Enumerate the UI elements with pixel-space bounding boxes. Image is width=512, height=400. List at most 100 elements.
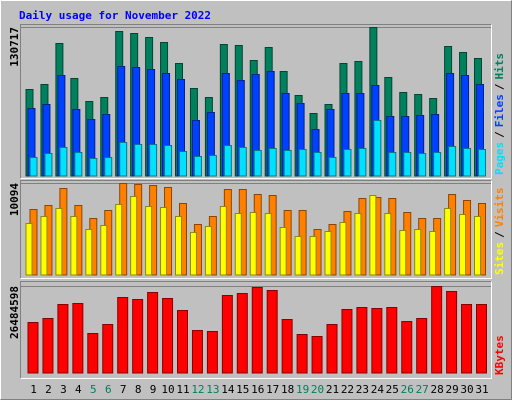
- bar: [149, 144, 158, 177]
- bar: [72, 303, 84, 374]
- x-tick-label: 10: [161, 383, 174, 396]
- x-tick-label: 12: [191, 383, 204, 396]
- bar: [208, 155, 217, 177]
- panel-shadow: [20, 24, 492, 179]
- bar: [236, 292, 248, 374]
- x-tick-label: 17: [266, 383, 279, 396]
- bar: [446, 290, 458, 374]
- bar: [339, 222, 347, 276]
- bar: [119, 141, 128, 177]
- bar: [418, 152, 427, 177]
- x-tick-label: 7: [120, 383, 127, 396]
- x-tick-label: 19: [296, 383, 309, 396]
- x-tick-label: 5: [90, 383, 97, 396]
- bar: [59, 147, 68, 177]
- bar: [309, 236, 317, 276]
- bar: [117, 296, 129, 374]
- panel-shadow: [20, 281, 492, 379]
- x-tick-label: 8: [135, 383, 142, 396]
- bar: [461, 304, 473, 374]
- bar: [191, 330, 203, 374]
- legend: Sites / Visits: [493, 188, 506, 276]
- x-tick-label: 31: [475, 383, 488, 396]
- bar: [223, 145, 232, 177]
- bar: [279, 227, 287, 276]
- x-tick-label: 16: [251, 383, 264, 396]
- bar: [266, 289, 278, 374]
- bar: [281, 318, 293, 374]
- x-tick-label: 11: [176, 383, 189, 396]
- x-tick-label: 26: [401, 383, 414, 396]
- bar: [251, 287, 263, 374]
- bar: [324, 231, 332, 276]
- bar: [463, 148, 472, 177]
- bar: [386, 306, 398, 374]
- x-tick-label: 29: [445, 383, 458, 396]
- bar: [414, 229, 422, 276]
- legend-entry: Pages: [493, 142, 506, 175]
- bar: [130, 196, 138, 276]
- legend-separator: /: [493, 83, 506, 90]
- bar: [193, 155, 202, 177]
- bar: [42, 318, 54, 374]
- bar: [177, 309, 188, 374]
- x-tick-label: 25: [386, 383, 399, 396]
- bar: [371, 308, 383, 374]
- bar: [219, 206, 227, 276]
- bar: [311, 335, 323, 374]
- bar: [160, 207, 168, 276]
- bar: [403, 152, 412, 177]
- bar: [70, 216, 78, 276]
- legend-entry: Sites: [493, 242, 506, 275]
- bar: [326, 323, 338, 374]
- bar: [268, 148, 277, 177]
- x-tick-label: 22: [341, 383, 354, 396]
- x-tick-label: 14: [221, 383, 235, 396]
- x-tick-label: 27: [416, 383, 429, 396]
- x-tick-label: 2: [45, 383, 52, 396]
- bar: [179, 151, 187, 177]
- bar: [100, 225, 108, 276]
- bar: [102, 323, 114, 374]
- bar: [373, 119, 382, 177]
- bar: [234, 213, 242, 276]
- legend-separator: /: [493, 131, 506, 138]
- x-tick-label: 4: [75, 383, 82, 396]
- bar: [57, 304, 69, 374]
- bar: [164, 145, 173, 177]
- panel-light: [20, 281, 492, 379]
- bar: [448, 145, 457, 177]
- bar: [399, 230, 407, 276]
- bar: [416, 318, 428, 374]
- bar: [388, 152, 397, 177]
- legend-entry: Visits: [493, 188, 506, 228]
- bar: [74, 152, 83, 177]
- bar: [147, 292, 159, 374]
- bar: [104, 156, 113, 177]
- x-tick-label: 15: [236, 383, 249, 396]
- bar: [85, 229, 93, 276]
- bar: [221, 294, 233, 374]
- bar: [369, 195, 377, 276]
- bar: [55, 208, 63, 276]
- bar: [384, 213, 392, 276]
- bar: [134, 144, 143, 177]
- panel-light: [20, 180, 492, 279]
- bar: [328, 156, 337, 177]
- bar: [44, 152, 53, 177]
- legend-separator: /: [493, 231, 506, 238]
- x-tick-label: 21: [326, 383, 339, 396]
- bar: [189, 232, 197, 276]
- legend: Pages / Files / Hits: [493, 53, 506, 175]
- y-tick-label: 10094: [8, 183, 21, 216]
- legend: KBytes: [493, 335, 506, 375]
- bar: [354, 213, 362, 276]
- bar: [478, 148, 486, 177]
- bar: [206, 330, 218, 374]
- bar: [444, 208, 452, 276]
- x-tick-label: 13: [206, 383, 219, 396]
- bar: [433, 152, 442, 177]
- y-tick-label: 130717: [8, 27, 21, 67]
